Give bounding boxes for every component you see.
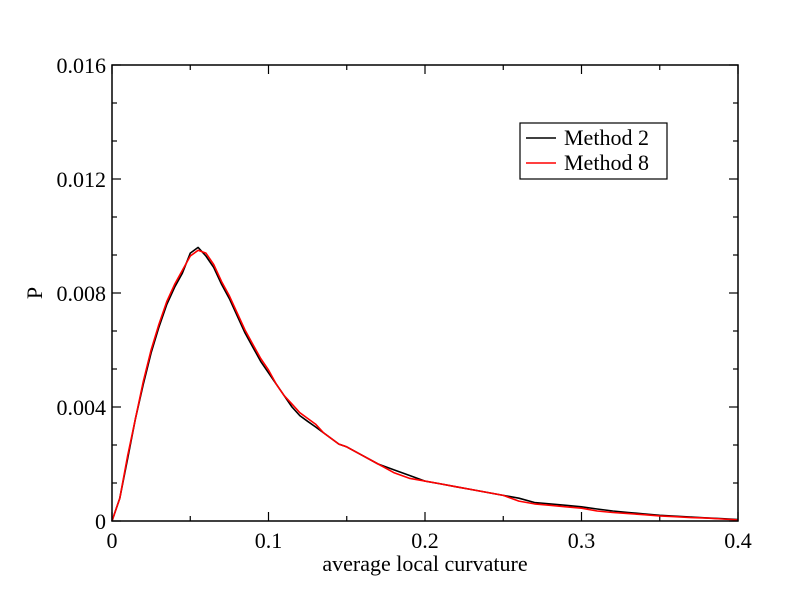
axis-ticks bbox=[111, 64, 739, 522]
y-tick-label: 0.016 bbox=[57, 53, 107, 78]
y-tick-label: 0.012 bbox=[57, 167, 107, 192]
y-axis-label: P bbox=[22, 287, 47, 299]
y-tick-label: 0 bbox=[95, 509, 106, 534]
legend-label-method-8: Method 8 bbox=[564, 150, 649, 175]
legend-label-method-2: Method 2 bbox=[564, 125, 649, 150]
legend-box bbox=[519, 122, 668, 180]
legend: Method 2 Method 8 bbox=[519, 122, 668, 180]
tick-labels: 0 0.1 0.2 0.3 0.4 0 0.004 0.008 0.012 0.016 bbox=[57, 53, 752, 553]
y-tick-label: 0.008 bbox=[57, 281, 107, 306]
x-tick-label: 0.4 bbox=[724, 528, 752, 553]
x-tick-label: 0 bbox=[107, 528, 118, 553]
x-tick-label: 0.2 bbox=[411, 528, 439, 553]
x-tick-label: 0.3 bbox=[568, 528, 596, 553]
series-line-method-8 bbox=[111, 249, 739, 522]
x-axis-label: average local curvature bbox=[322, 551, 527, 576]
plot-frame bbox=[111, 64, 739, 522]
series-layer bbox=[111, 246, 739, 522]
y-tick-label: 0.004 bbox=[57, 395, 107, 420]
x-tick-label: 0.1 bbox=[255, 528, 283, 553]
